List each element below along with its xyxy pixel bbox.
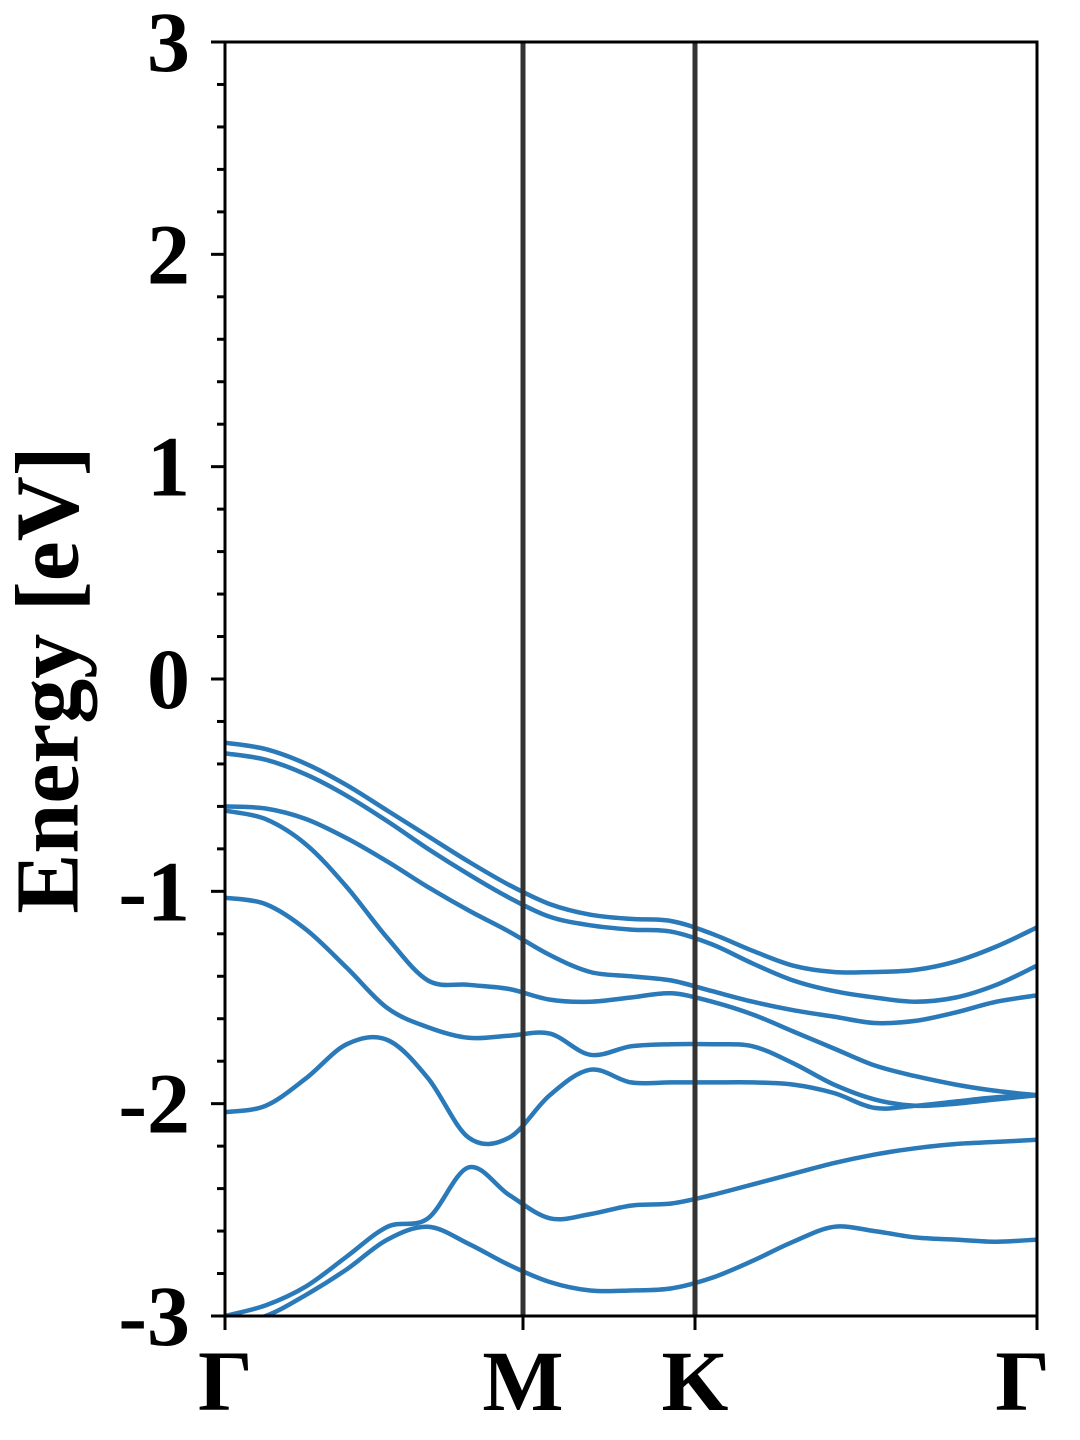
y-tick-label: 0 <box>147 631 190 727</box>
band-line <box>225 808 1037 1098</box>
y-tick-label: -1 <box>118 843 190 939</box>
band-line <box>225 804 1037 1026</box>
x-tick-label: M <box>482 1333 563 1429</box>
y-tick-label: 3 <box>147 0 190 90</box>
band-line <box>225 1137 1037 1316</box>
y-tick-label: 2 <box>147 206 190 302</box>
y-tick-label: -3 <box>118 1268 190 1364</box>
y-tick-label: -2 <box>118 1056 190 1152</box>
plot-frame <box>223 40 1039 1318</box>
band-line <box>258 1224 1037 1316</box>
band-line <box>225 1034 1037 1147</box>
band-line <box>225 740 1037 975</box>
y-tick-label: 1 <box>147 419 190 515</box>
y-axis-label: Energy [eV] <box>0 446 98 913</box>
x-tick-label: Γ <box>198 1333 253 1429</box>
y-tick-labels: -3 -2 -1 0 1 2 3 <box>118 0 190 1364</box>
band-line <box>225 751 1037 1004</box>
x-tick-label: K <box>662 1333 729 1429</box>
energy-bands <box>225 740 1037 1316</box>
band-line <box>225 895 1037 1109</box>
high-symmetry-dividers <box>520 42 698 1316</box>
x-tick-label: Γ <box>995 1333 1050 1429</box>
